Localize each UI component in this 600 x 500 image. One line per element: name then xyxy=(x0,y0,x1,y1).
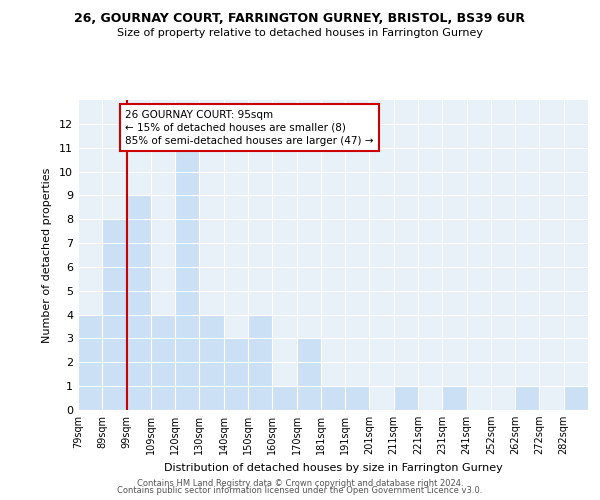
Text: 26, GOURNAY COURT, FARRINGTON GURNEY, BRISTOL, BS39 6UR: 26, GOURNAY COURT, FARRINGTON GURNEY, BR… xyxy=(74,12,526,26)
Bar xyxy=(321,386,345,410)
Text: Contains HM Land Registry data © Crown copyright and database right 2024.: Contains HM Land Registry data © Crown c… xyxy=(137,478,463,488)
Y-axis label: Number of detached properties: Number of detached properties xyxy=(42,168,52,342)
Bar xyxy=(175,148,199,410)
Bar xyxy=(199,314,224,410)
Bar xyxy=(224,338,248,410)
Bar xyxy=(272,386,296,410)
Bar xyxy=(102,219,127,410)
Bar xyxy=(394,386,418,410)
Bar xyxy=(248,314,272,410)
Bar xyxy=(442,386,467,410)
Bar xyxy=(151,314,175,410)
Text: 26 GOURNAY COURT: 95sqm
← 15% of detached houses are smaller (8)
85% of semi-det: 26 GOURNAY COURT: 95sqm ← 15% of detache… xyxy=(125,110,374,146)
Text: Contains public sector information licensed under the Open Government Licence v3: Contains public sector information licen… xyxy=(118,486,482,495)
Bar xyxy=(78,314,102,410)
Bar xyxy=(515,386,539,410)
X-axis label: Distribution of detached houses by size in Farrington Gurney: Distribution of detached houses by size … xyxy=(164,462,502,472)
Bar xyxy=(345,386,370,410)
Bar xyxy=(296,338,321,410)
Bar xyxy=(127,196,151,410)
Bar xyxy=(564,386,588,410)
Text: Size of property relative to detached houses in Farrington Gurney: Size of property relative to detached ho… xyxy=(117,28,483,38)
